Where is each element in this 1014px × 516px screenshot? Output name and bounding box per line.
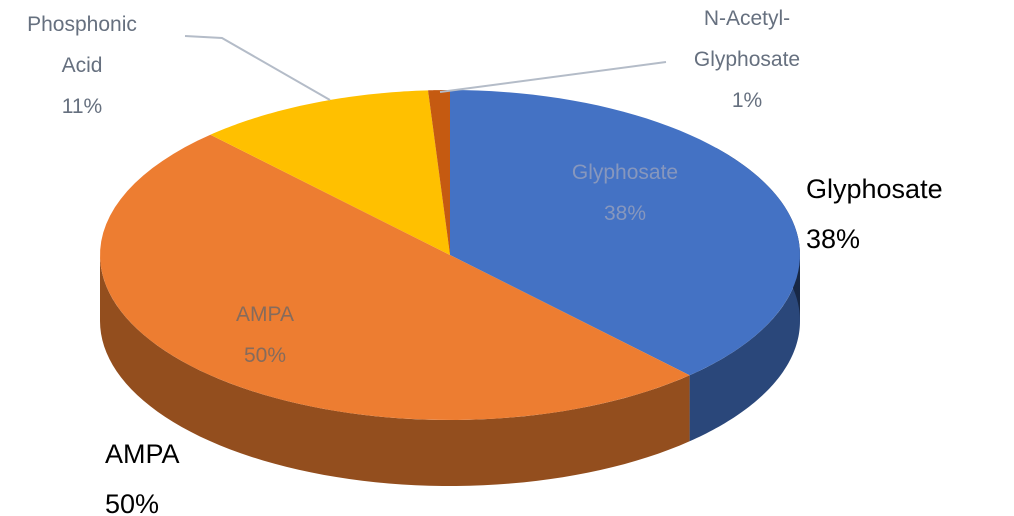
label-value: 1% bbox=[731, 89, 763, 112]
label-value: 50% bbox=[105, 489, 160, 516]
data-label: N-Acetyl-Glyphosate 1% bbox=[672, 0, 822, 121]
label-name: N-Acetyl-Glyphosate bbox=[693, 7, 801, 71]
label-value: 38% bbox=[603, 202, 647, 225]
label-name: Phosphonic Acid bbox=[27, 13, 137, 77]
label-name: Glyphosate bbox=[806, 174, 943, 204]
slice-side bbox=[100, 255, 690, 486]
label-value: 50% bbox=[243, 344, 287, 367]
slice-side bbox=[689, 255, 800, 442]
data-label: AMPA 50% bbox=[185, 294, 345, 376]
data-label: Glyphosate 38% bbox=[806, 164, 1006, 264]
label-value: 38% bbox=[806, 224, 861, 254]
label-name: AMPA bbox=[105, 439, 180, 469]
leader-line bbox=[439, 61, 667, 93]
data-label: Phosphonic Acid 11% bbox=[20, 4, 144, 127]
slice bbox=[450, 90, 800, 376]
slice bbox=[210, 90, 450, 255]
label-name: AMPA bbox=[236, 303, 294, 326]
slice bbox=[428, 90, 450, 255]
pie-tops bbox=[100, 90, 800, 420]
data-label: AMPA 50% bbox=[105, 429, 305, 516]
label-name: Glyphosate bbox=[571, 161, 679, 184]
slice bbox=[100, 134, 690, 420]
label-value: 11% bbox=[61, 95, 103, 118]
leader-line bbox=[184, 35, 331, 101]
data-label: Glyphosate 38% bbox=[545, 152, 705, 234]
